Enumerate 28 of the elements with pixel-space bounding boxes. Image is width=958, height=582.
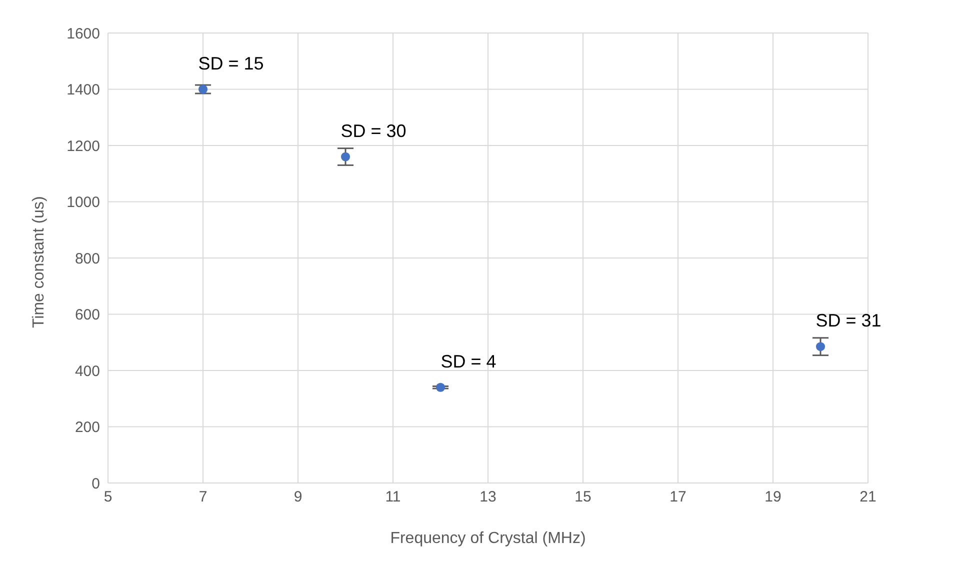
- annotation: SD = 15: [198, 53, 264, 74]
- y-tick-label: 400: [74, 362, 100, 380]
- x-tick-label: 13: [480, 488, 496, 506]
- y-tick-label: 0: [92, 475, 100, 492]
- point: [340, 152, 350, 162]
- y-tick-label: 1000: [66, 194, 100, 212]
- annotation: SD = 31: [816, 310, 882, 331]
- y-tick-label: 800: [74, 250, 100, 268]
- point: [816, 342, 826, 352]
- x-tick-label: 15: [574, 488, 592, 506]
- annotation: SD = 30: [340, 120, 406, 141]
- y-tick-label: 1200: [66, 138, 100, 155]
- y-tick-label: 1400: [66, 82, 100, 99]
- point: [436, 382, 446, 392]
- x-tick-label: 17: [670, 488, 686, 506]
- x-tick-label: 7: [198, 488, 208, 506]
- point: [198, 84, 208, 94]
- x-tick-label: 19: [764, 488, 782, 506]
- y-tick-label: 200: [74, 419, 100, 436]
- x-tick-label: 21: [860, 488, 876, 506]
- annotation: SD = 4: [440, 351, 496, 372]
- x-axis-title: Frequency of Crystal (MHz): [390, 530, 586, 547]
- x-tick-label: 11: [385, 488, 401, 506]
- y-tick-label: 1600: [66, 25, 100, 42]
- x-tick-label: 9: [294, 488, 302, 506]
- x-tick-label: 5: [104, 488, 112, 506]
- y-tick-label: 600: [74, 306, 100, 324]
- y-axis-title: Time constant (us): [30, 196, 48, 328]
